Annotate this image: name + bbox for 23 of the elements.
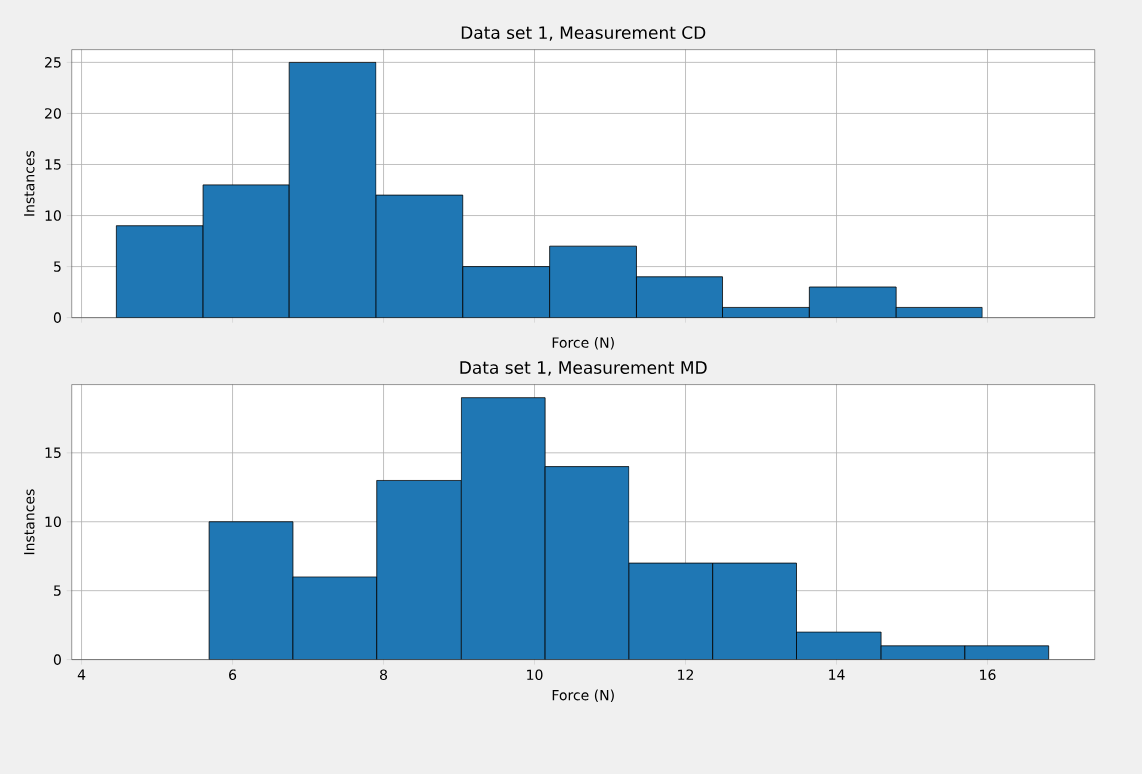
y-axis-title: Instances <box>24 489 35 555</box>
x-tick-label: 12 <box>678 669 694 680</box>
x-tick-label: 10 <box>527 669 543 681</box>
x-tick-label: 4 <box>77 669 86 680</box>
y-tick-label: 5 <box>54 261 61 272</box>
y-tick-label: 10 <box>45 210 61 221</box>
y-tick-label: 10 <box>45 516 61 528</box>
x-axis-title: Force (N) <box>552 689 614 703</box>
y-tick-label: 15 <box>45 159 61 170</box>
chart-title: Data set 1, Measurement CD <box>461 26 706 41</box>
y-tick-label: 15 <box>45 447 61 459</box>
x-tick-label: 6 <box>229 669 237 681</box>
x-axis-title: Force (N) <box>552 337 614 350</box>
chart-title: Data set 1, Measurement MD <box>460 361 707 376</box>
y-tick-label: 0 <box>53 654 61 665</box>
x-tick-label: 14 <box>829 669 845 680</box>
y-axis-title: Instances <box>24 150 35 216</box>
y-tick-label: 0 <box>53 312 61 323</box>
y-tick-label: 5 <box>54 585 61 596</box>
y-tick-label: 25 <box>45 57 61 68</box>
y-tick-label: 20 <box>45 108 61 119</box>
x-tick-label: 16 <box>980 669 996 681</box>
x-tick-label: 8 <box>380 669 388 681</box>
